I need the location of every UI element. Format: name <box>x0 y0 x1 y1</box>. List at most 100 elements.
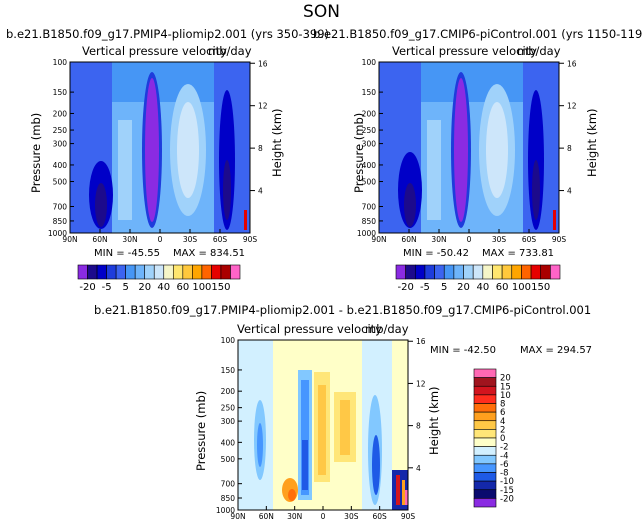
colorbar-c-label: -6 <box>500 460 508 470</box>
panel-b-units: mb/day <box>517 44 561 58</box>
colorbar-a-swatch <box>87 264 98 280</box>
xtick-label: 90S <box>552 235 567 244</box>
panel-c-neg-core <box>302 440 308 490</box>
colorbar-a-swatch <box>115 264 126 280</box>
colorbar-a-label: 60 <box>176 282 189 293</box>
colorbar-c-swatch <box>473 377 497 387</box>
colorbar-b-swatch <box>530 264 542 280</box>
panel-c-polar-pink <box>405 490 408 505</box>
ytick-label: 400 <box>362 161 377 170</box>
panel-b-surface-mark <box>553 210 556 230</box>
colorbar-a-label: 40 <box>157 282 170 293</box>
ytick-label: 200 <box>221 387 236 396</box>
panel-c-units: mb/day <box>365 322 409 336</box>
xtick-label: 90N <box>371 235 386 244</box>
colorbar-a-label: 100 <box>192 282 211 293</box>
panel-c-title: b.e21.B1850.f09_g17.PMIP4-pliomip2.001 -… <box>94 303 592 317</box>
colorbar-b-swatch <box>501 264 513 280</box>
colorbar-c-label: 8 <box>500 400 505 410</box>
ytick-label: 150 <box>362 88 377 97</box>
ytick-label: 500 <box>362 178 377 187</box>
height-tick-label: 16 <box>258 59 268 68</box>
xtick-label: 30N <box>287 512 302 521</box>
plot-panel-c <box>238 340 408 510</box>
colorbar-a-swatch <box>182 264 193 280</box>
colorbar-b-label: 5 <box>441 282 447 293</box>
colorbar-a-label: -5 <box>102 282 112 293</box>
colorbar-b-swatch <box>540 264 551 280</box>
colorbar-b-swatch <box>550 264 561 280</box>
panel-a-ylabel: Pressure (mb) <box>29 112 43 193</box>
colorbar-b-label: 60 <box>496 282 509 293</box>
colorbar-b-swatch <box>414 264 426 280</box>
figure-suptitle: SON <box>303 2 340 22</box>
ytick-label: 250 <box>53 126 68 135</box>
colorbar-a-swatch <box>192 264 203 280</box>
colorbar-c-swatch <box>473 420 497 430</box>
panel-c-lowlevel-red <box>288 489 296 501</box>
xtick-label: 90N <box>230 512 245 521</box>
colorbar-a-swatch <box>230 264 241 280</box>
colorbar-c-label: -8 <box>500 469 508 479</box>
colorbar-b-swatch <box>405 264 416 280</box>
colorbar-c-label: -4 <box>500 451 508 461</box>
panel-a-ylabel-right: Height (km) <box>270 108 284 177</box>
colorbar-a-label: -20 <box>79 282 95 293</box>
colorbar-c-label: -20 <box>500 494 514 504</box>
ytick-label: 850 <box>221 494 236 503</box>
colorbar-b-label: 40 <box>476 282 489 293</box>
panel-b-min: MIN = -50.42 <box>403 248 470 259</box>
panel-b-sh-darker <box>532 160 540 220</box>
colorbar-c-swatch <box>473 489 497 499</box>
xtick-label: 60N <box>401 235 416 244</box>
colorbar-a-swatch <box>220 264 231 280</box>
panel-b-itcz <box>454 78 468 222</box>
ytick-label: 250 <box>221 404 236 413</box>
panel-c-polar-orange <box>402 480 405 505</box>
panel-a-sh-darker <box>223 160 231 220</box>
colorbars: -20 -5 5 20 40 60 100 150 -20 -5 5 20 40 60 100 1502015… <box>77 264 561 508</box>
height-tick-label: 12 <box>567 102 577 111</box>
panel-b-subtitle: Vertical pressure velocity <box>392 44 537 58</box>
height-tick-label: 16 <box>416 337 426 346</box>
height-tick-label: 4 <box>258 187 263 196</box>
colorbar-c-swatch <box>473 463 497 473</box>
colorbar-b-swatch <box>511 264 522 280</box>
height-tick-label: 4 <box>416 464 421 473</box>
colorbar-c-swatch <box>473 411 497 422</box>
plot-panel-b <box>379 62 559 233</box>
panel-a-subtitle: Vertical pressure velocity <box>82 44 227 58</box>
colorbar-c-label: 2 <box>500 425 505 435</box>
colorbar-b-label: 20 <box>457 282 470 293</box>
colorbar-b-swatch <box>434 264 445 280</box>
xtick-label: 60S <box>213 235 228 244</box>
colorbar-b-swatch <box>521 264 532 280</box>
colorbar-c-swatch <box>473 437 497 447</box>
colorbar-a-swatch <box>144 264 155 280</box>
ytick-label: 1000 <box>216 506 235 515</box>
xtick-label: 0 <box>158 235 163 244</box>
ytick-label: 700 <box>221 480 236 489</box>
colorbar-c-swatch <box>473 429 497 439</box>
colorbar-b-label: -5 <box>420 282 430 293</box>
panel-a-surface-mark <box>244 210 247 230</box>
colorbar-a-swatch <box>163 264 174 280</box>
panel-c-pos-inner <box>318 385 326 475</box>
colorbar-b-swatch <box>472 264 484 280</box>
ytick-label: 500 <box>221 455 236 464</box>
colorbar-c-swatch <box>473 368 497 378</box>
height-tick-label: 12 <box>258 102 268 111</box>
panel-c-neg-mid <box>301 380 309 495</box>
panel-b-ylabel-right: Height (km) <box>585 108 599 177</box>
colorbar-b-swatch <box>463 264 474 280</box>
ytick-label: 850 <box>362 217 377 226</box>
colorbar-b-swatch <box>453 264 464 280</box>
panel-c-ylabel-right: Height (km) <box>427 386 441 455</box>
panel-c-sh-neg-core <box>372 435 380 495</box>
ytick-label: 850 <box>53 217 68 226</box>
ytick-label: 300 <box>362 140 377 149</box>
height-tick-label: 4 <box>567 187 572 196</box>
colorbar-c-swatch <box>473 480 497 491</box>
panel-a-units: mb/day <box>208 44 252 58</box>
ytick-label: 300 <box>53 140 68 149</box>
